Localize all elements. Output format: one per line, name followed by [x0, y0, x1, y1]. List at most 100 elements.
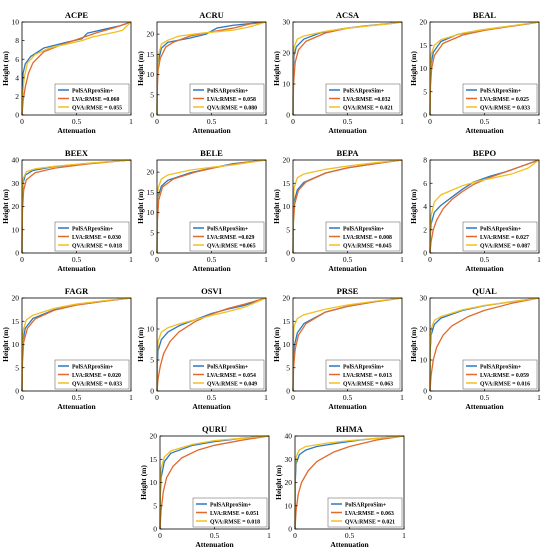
legend-label: LVA:RMSE =0.032 [343, 97, 391, 103]
x-axis-label: Attenuation [195, 540, 234, 549]
x-tick-label: 0 [20, 117, 24, 126]
x-axis-label: Attenuation [57, 402, 96, 411]
series-line-polsarprosim- [21, 21, 132, 116]
x-tick-label: 1 [129, 393, 133, 402]
y-tick-label: 15 [147, 188, 155, 197]
y-tick-label: 15 [147, 50, 155, 59]
legend-label: QVA:RMSE = 0.049 [207, 381, 257, 387]
legend-label: PolSARproSim+ [207, 226, 248, 232]
legend-label: QVA:RMSE = 0.033 [72, 381, 122, 387]
legend-label: PolSARproSim+ [72, 226, 113, 232]
legend-label: PolSARproSim+ [343, 88, 384, 94]
series-line-qva [292, 159, 403, 254]
legend-label: PolSARproSim+ [72, 364, 113, 370]
y-tick-label: 0 [423, 111, 427, 120]
legend-label: QVA:RMSE = 0.021 [343, 105, 393, 111]
y-tick-label: 30 [12, 179, 20, 188]
x-tick-label: 0.5 [207, 117, 217, 126]
x-tick-label: 0.5 [207, 393, 217, 402]
y-tick-label: 20 [285, 478, 293, 487]
y-tick-label: 5 [423, 87, 427, 96]
chart-title: ACPE [65, 10, 88, 20]
x-tick-label: 0 [20, 393, 24, 402]
legend-label: LVA:RMSE = 0.058 [207, 97, 256, 103]
legend-label: QVA:RMSE = 0.080 [207, 105, 257, 111]
y-tick-label: 5 [286, 225, 290, 234]
y-tick-label: 20 [147, 30, 155, 39]
chart-title: QURU [202, 424, 227, 434]
legend-label: QVA:RMSE = 0.033 [480, 105, 530, 111]
y-tick-label: 10 [285, 501, 293, 510]
y-tick-label: 20 [420, 325, 428, 334]
x-tick-label: 0.5 [343, 393, 353, 402]
x-tick-label: 0 [20, 255, 24, 264]
y-tick-label: 5 [150, 90, 154, 99]
legend-label: QVA:RMSE =0.045 [343, 243, 392, 249]
x-tick-label: 0.5 [480, 255, 490, 264]
y-tick-label: 20 [12, 294, 20, 303]
legend-label: LVA:RMSE = 0.020 [72, 373, 121, 379]
legend-label: LVA:RMSE = 0.008 [343, 235, 392, 241]
x-tick-label: 0.5 [345, 531, 355, 540]
x-axis-label: Attenuation [328, 402, 367, 411]
y-tick-label: 0 [423, 249, 427, 258]
legend-label: QVA:RMSE = 0.063 [343, 381, 393, 387]
x-tick-label: 1 [264, 393, 268, 402]
y-tick-label: 15 [420, 41, 428, 50]
legend-label: PolSARproSim+ [480, 364, 521, 370]
series-line-qva [159, 435, 270, 530]
series-line-qva [429, 159, 540, 254]
series-line-lva [159, 435, 270, 530]
y-tick-label: 20 [283, 294, 291, 303]
chart-title: OSVI [201, 286, 222, 296]
x-axis-label: Attenuation [465, 264, 504, 273]
legend-label: PolSARproSim+ [210, 502, 251, 508]
y-tick-label: 10 [283, 202, 291, 211]
legend-label: LVA:RMSE = 0.030 [72, 235, 121, 241]
chart-title: BEPO [473, 148, 497, 158]
x-axis-label: Attenuation [330, 540, 369, 549]
x-tick-label: 0 [428, 117, 432, 126]
x-tick-label: 0 [428, 255, 432, 264]
x-tick-label: 1 [537, 393, 541, 402]
series-line-qva [156, 297, 267, 392]
legend: PolSARproSim+ LVA:RMSE =0.032 QVA:RMSE = 0… [325, 83, 401, 114]
chart-title: QUAL [472, 286, 497, 296]
x-tick-label: 1 [400, 393, 404, 402]
y-tick-label: 0 [150, 387, 154, 396]
y-tick-label: 20 [283, 156, 291, 165]
x-tick-label: 0 [293, 531, 297, 540]
y-tick-label: 4 [15, 73, 19, 82]
y-axis-label: Height (m) [136, 327, 145, 362]
y-tick-label: 0 [153, 525, 157, 534]
legend-label: QVA:RMSE = 0.087 [480, 243, 530, 249]
x-tick-label: 0.5 [480, 117, 490, 126]
x-tick-label: 0 [155, 393, 159, 402]
x-tick-label: 0.5 [207, 255, 217, 264]
x-tick-label: 0 [158, 531, 162, 540]
series-line-qva [156, 159, 267, 254]
x-tick-label: 0 [291, 255, 295, 264]
y-tick-label: 8 [15, 36, 19, 45]
y-tick-label: 8 [423, 156, 427, 165]
legend-label: PolSARproSim+ [343, 226, 384, 232]
x-axis-label: Attenuation [57, 264, 96, 273]
y-tick-label: 10 [420, 356, 428, 365]
y-tick-label: 2 [423, 225, 427, 234]
y-axis-label: Height (m) [272, 51, 281, 86]
x-tick-label: 0.5 [343, 117, 353, 126]
y-axis-label: Height (m) [272, 327, 281, 362]
y-tick-label: 0 [288, 525, 292, 534]
x-axis-label: Attenuation [57, 126, 96, 135]
y-tick-label: 20 [283, 49, 291, 58]
y-axis-label: Height (m) [1, 327, 10, 362]
x-axis-label: Attenuation [192, 402, 231, 411]
x-tick-label: 0.5 [343, 255, 353, 264]
